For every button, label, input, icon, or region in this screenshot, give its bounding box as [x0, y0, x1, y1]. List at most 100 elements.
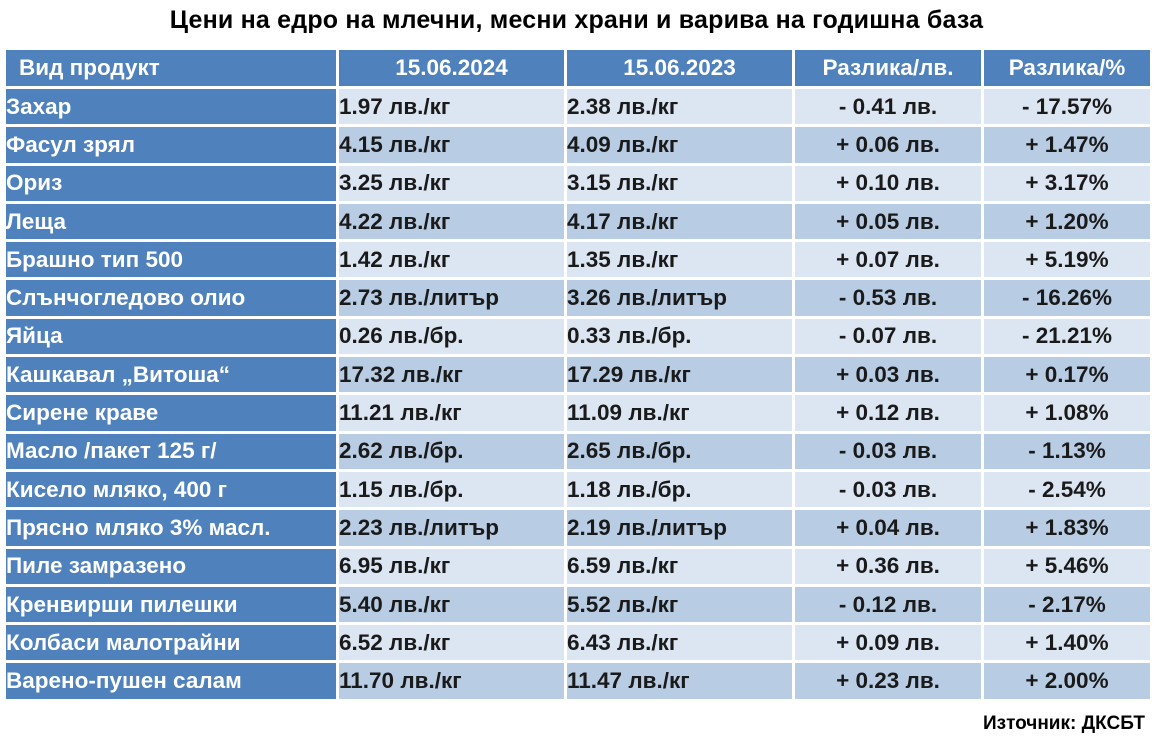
price-2024-cell: 2.23 лв./литър: [339, 510, 564, 546]
price-2024-cell: 4.15 лв./кг: [339, 127, 564, 163]
column-header-product: Вид продукт: [6, 50, 336, 86]
diff-pct-cell: + 1.20%: [984, 203, 1150, 240]
table-row: Слънчогледово олио 2.73 лв./литър 3.26 лв.…: [6, 280, 1150, 316]
product-cell: Колбаси малотрайни: [6, 625, 336, 661]
price-2023-cell: 2.65 лв./бр.: [567, 433, 792, 469]
product-cell: Пиле замразено: [6, 548, 336, 584]
diff-lv-cell: + 0.12 лв.: [795, 395, 981, 431]
price-2023-cell: 4.09 лв./кг: [567, 127, 792, 163]
table-row: Фасул зрял 4.15 лв./кг 4.09 лв./кг + 0.06 л…: [6, 127, 1150, 163]
diff-pct-cell: + 5.19%: [984, 242, 1150, 278]
diff-pct-cell: + 1.47%: [984, 127, 1150, 163]
price-2024-cell: 1.15 лв./бр.: [339, 471, 564, 508]
price-2024-cell: 4.22 лв./кг: [339, 203, 564, 240]
product-cell: Кашкавал „Витоша“: [6, 357, 336, 393]
diff-pct-cell: - 2.17%: [984, 586, 1150, 623]
page-title: Цени на едро на млечни, месни храни и ва…: [169, 6, 984, 34]
diff-lv-cell: + 0.36 лв.: [795, 548, 981, 584]
column-header-date-2024: 15.06.2024: [339, 50, 564, 86]
price-2023-cell: 2.19 лв./литър: [567, 510, 792, 546]
price-2024-cell: 6.95 лв./кг: [339, 548, 564, 584]
price-2023-cell: 2.38 лв./кг: [567, 89, 792, 125]
price-2024-cell: 17.32 лв./кг: [339, 357, 564, 393]
price-2024-cell: 2.62 лв./бр.: [339, 433, 564, 469]
diff-lv-cell: + 0.23 лв.: [795, 663, 981, 699]
diff-pct-cell: + 3.17%: [984, 165, 1150, 201]
diff-pct-cell: + 1.08%: [984, 395, 1150, 431]
diff-pct-cell: - 1.13%: [984, 433, 1150, 469]
diff-pct-cell: + 1.40%: [984, 625, 1150, 661]
diff-lv-cell: - 0.03 лв.: [795, 471, 981, 508]
diff-lv-cell: + 0.03 лв.: [795, 357, 981, 393]
product-cell: Ориз: [6, 165, 336, 201]
table-row: Колбаси малотрайни 6.52 лв./кг 6.43 лв./кг…: [6, 625, 1150, 661]
column-header-diff-lv: Разлика/лв.: [795, 50, 981, 86]
price-2023-cell: 5.52 лв./кг: [567, 586, 792, 623]
product-cell: Леща: [6, 203, 336, 240]
diff-pct-cell: - 21.21%: [984, 318, 1150, 355]
diff-pct-cell: - 17.57%: [984, 89, 1150, 125]
price-2023-cell: 6.43 лв./кг: [567, 625, 792, 661]
table-row: Кисело мляко, 400 г 1.15 лв./бр. 1.18 лв./…: [6, 471, 1150, 508]
product-cell: Брашно тип 500: [6, 242, 336, 278]
price-2024-cell: 5.40 лв./кг: [339, 586, 564, 623]
diff-pct-cell: - 16.26%: [984, 280, 1150, 316]
price-2023-cell: 1.35 лв./кг: [567, 242, 792, 278]
table-row: Ориз 3.25 лв./кг 3.15 лв./кг + 0.10 лв. + 3.…: [6, 165, 1150, 201]
diff-lv-cell: - 0.41 лв.: [795, 89, 981, 125]
price-2023-cell: 1.18 лв./бр.: [567, 471, 792, 508]
product-cell: Кисело мляко, 400 г: [6, 471, 336, 508]
price-2023-cell: 3.15 лв./кг: [567, 165, 792, 201]
table-row: Брашно тип 500 1.42 лв./кг 1.35 лв./кг + 0.…: [6, 242, 1150, 278]
table-row: Прясно мляко 3% масл. 2.23 лв./литър 2.19 …: [6, 510, 1150, 546]
table-row: Масло /пакет 125 г/2.62 лв./бр. 2.65 лв./…: [6, 433, 1150, 469]
diff-pct-cell: + 5.46%: [984, 548, 1150, 584]
product-cell: Фасул зрял: [6, 127, 336, 163]
table-row: Пиле замразено 6.95 лв./кг 6.59 лв./кг + 0.…: [6, 548, 1150, 584]
price-table: Вид продукт 15.06.2024 15.06.2023 Разлик…: [3, 47, 1153, 702]
diff-pct-cell: + 1.83%: [984, 510, 1150, 546]
price-2024-cell: 0.26 лв./бр.: [339, 318, 564, 355]
diff-lv-cell: + 0.06 лв.: [795, 127, 981, 163]
diff-lv-cell: + 0.10 лв.: [795, 165, 981, 201]
price-2024-cell: 1.42 лв./кг: [339, 242, 564, 278]
column-header-diff-pct: Разлика/%: [984, 50, 1150, 86]
diff-lv-cell: - 0.53 лв.: [795, 280, 981, 316]
diff-pct-cell: + 0.17%: [984, 357, 1150, 393]
diff-lv-cell: - 0.07 лв.: [795, 318, 981, 355]
product-cell: Слънчогледово олио: [6, 280, 336, 316]
table-row: Кренвирши пилешки 5.40 лв./кг 5.52 лв./кг -…: [6, 586, 1150, 623]
price-2023-cell: 0.33 лв./бр.: [567, 318, 792, 355]
product-cell: Яйца: [6, 318, 336, 355]
diff-lv-cell: - 0.12 лв.: [795, 586, 981, 623]
price-2024-cell: 1.97 лв./кг: [339, 89, 564, 125]
price-2023-cell: 4.17 лв./кг: [567, 203, 792, 240]
diff-lv-cell: + 0.05 лв.: [795, 203, 981, 240]
price-2023-cell: 11.09 лв./кг: [567, 395, 792, 431]
price-2024-cell: 3.25 лв./кг: [339, 165, 564, 201]
table-header-row: Вид продукт 15.06.2024 15.06.2023 Разлик…: [6, 50, 1150, 86]
price-2023-cell: 3.26 лв./литър: [567, 280, 792, 316]
diff-lv-cell: + 0.09 лв.: [795, 625, 981, 661]
price-2024-cell: 2.73 лв./литър: [339, 280, 564, 316]
diff-pct-cell: + 2.00%: [984, 663, 1150, 699]
table-row: Леща 4.22 лв./кг 4.17 лв./кг + 0.05 лв. + 1.…: [6, 203, 1150, 240]
table-row: Кашкавал „Витоша“ 17.32 лв./кг 17.29 лв./к…: [6, 357, 1150, 393]
price-2023-cell: 6.59 лв./кг: [567, 548, 792, 584]
price-2024-cell: 6.52 лв./кг: [339, 625, 564, 661]
table-body: Захар 1.97 лв./кг 2.38 лв./кг - 0.41 лв. - 1…: [6, 89, 1150, 699]
table-row: Захар 1.97 лв./кг 2.38 лв./кг - 0.41 лв. - 1…: [6, 89, 1150, 125]
product-cell: Кренвирши пилешки: [6, 586, 336, 623]
product-cell: Прясно мляко 3% масл.: [6, 510, 336, 546]
column-header-date-2023: 15.06.2023: [567, 50, 792, 86]
product-cell: Масло /пакет 125 г/: [6, 433, 336, 469]
source-note: Източник: ДКСБТ: [983, 713, 1145, 734]
diff-lv-cell: + 0.07 лв.: [795, 242, 981, 278]
diff-pct-cell: - 2.54%: [984, 471, 1150, 508]
price-2024-cell: 11.21 лв./кг: [339, 395, 564, 431]
price-2024-cell: 11.70 лв./кг: [339, 663, 564, 699]
price-2023-cell: 17.29 лв./кг: [567, 357, 792, 393]
table-row: Сирене краве 11.21 лв./кг 11.09 лв./кг + 0.…: [6, 395, 1150, 431]
table-row: Яйца 0.26 лв./бр. 0.33 лв./бр. - 0.07 лв. - …: [6, 318, 1150, 355]
diff-lv-cell: + 0.04 лв.: [795, 510, 981, 546]
